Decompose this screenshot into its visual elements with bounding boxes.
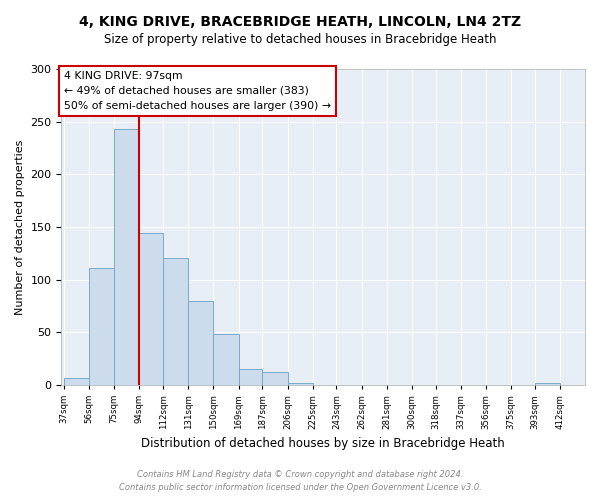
Bar (64, 378, 89, 385)
Bar (114, 129, 139, 385)
X-axis label: Distribution of detached houses by size in Bracebridge Heath: Distribution of detached houses by size … (142, 437, 505, 450)
Bar (163, 258, 188, 385)
Bar (262, 372, 287, 385)
Y-axis label: Number of detached properties: Number of detached properties (15, 139, 25, 314)
Bar (188, 300, 214, 385)
Text: 4 KING DRIVE: 97sqm
← 49% of detached houses are smaller (383)
50% of semi-detac: 4 KING DRIVE: 97sqm ← 49% of detached ho… (64, 71, 331, 110)
Bar (239, 369, 262, 385)
Text: Size of property relative to detached houses in Bracebridge Heath: Size of property relative to detached ho… (104, 32, 496, 46)
Bar (139, 233, 163, 385)
Bar (287, 382, 313, 385)
Text: 4, KING DRIVE, BRACEBRIDGE HEATH, LINCOLN, LN4 2TZ: 4, KING DRIVE, BRACEBRIDGE HEATH, LINCOL… (79, 15, 521, 29)
Bar (214, 334, 239, 385)
Text: Contains HM Land Registry data © Crown copyright and database right 2024.
Contai: Contains HM Land Registry data © Crown c… (119, 470, 481, 492)
Bar (535, 382, 560, 385)
Bar (89, 268, 114, 385)
